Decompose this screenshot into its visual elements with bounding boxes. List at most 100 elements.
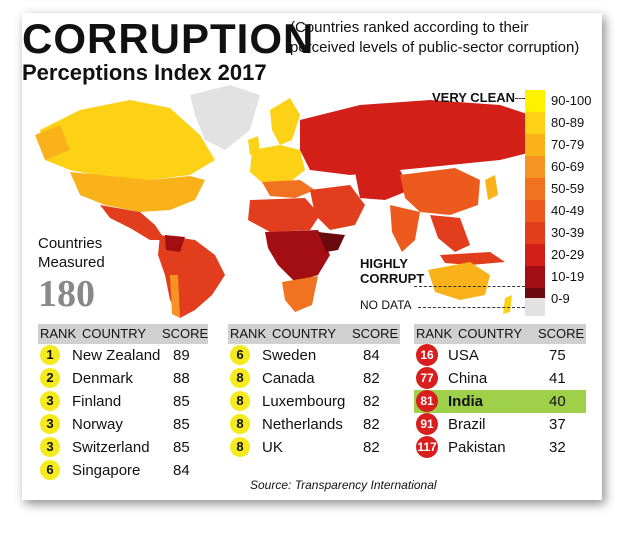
header-score: SCORE bbox=[162, 326, 209, 341]
map-japan bbox=[485, 175, 498, 200]
ranking-table: RANK COUNTRY SCORE 1 New Zealand 89 2 Denmark 88… bbox=[38, 324, 208, 482]
country-name: Netherlands bbox=[262, 416, 343, 433]
country-score: 85 bbox=[173, 393, 190, 410]
map-middle-east bbox=[310, 185, 365, 230]
map-indonesia bbox=[440, 252, 505, 265]
countries-measured-count: 180 bbox=[38, 273, 95, 315]
map-chile bbox=[170, 275, 180, 318]
legend-label: 60-69 bbox=[551, 159, 585, 174]
legend-swatch bbox=[525, 266, 545, 288]
legend-swatch bbox=[525, 134, 545, 156]
country-score: 89 bbox=[173, 347, 190, 364]
country-score: 88 bbox=[173, 370, 190, 387]
ranking-table: RANK COUNTRY SCORE 16 USA 75 77 China 41 81 India 4… bbox=[414, 324, 586, 459]
very-clean-label: VERY CLEAN bbox=[432, 90, 516, 105]
country-score: 84 bbox=[363, 347, 380, 364]
table-row: 2 Denmark 88 bbox=[38, 367, 208, 390]
page-title: CORRUPTION bbox=[22, 15, 315, 62]
legend-label: 50-59 bbox=[551, 181, 585, 196]
country-score: 37 bbox=[549, 416, 566, 433]
map-se-asia bbox=[430, 215, 470, 252]
map-india bbox=[390, 205, 420, 252]
map-alaska bbox=[35, 125, 70, 160]
country-name: Pakistan bbox=[448, 439, 506, 456]
map-greenland bbox=[190, 85, 260, 150]
map-central-africa bbox=[265, 230, 330, 282]
country-name: Brazil bbox=[448, 416, 486, 433]
map-new-zealand bbox=[503, 295, 512, 314]
country-score: 85 bbox=[173, 439, 190, 456]
map-north-africa bbox=[248, 198, 320, 232]
country-name: Canada bbox=[262, 370, 315, 387]
rank-badge: 8 bbox=[230, 414, 250, 434]
rank-badge: 117 bbox=[416, 436, 438, 458]
country-score: 41 bbox=[549, 370, 566, 387]
country-name: India bbox=[448, 393, 484, 410]
table-header: RANK COUNTRY SCORE bbox=[414, 324, 586, 344]
country-name: Switzerland bbox=[72, 439, 150, 456]
header-score: SCORE bbox=[538, 326, 585, 341]
legend-label: 40-49 bbox=[551, 203, 585, 218]
country-name: Finland bbox=[72, 393, 122, 410]
header-rank: RANK bbox=[230, 326, 267, 341]
no-data-swatch bbox=[525, 298, 545, 316]
rank-badge: 6 bbox=[40, 460, 60, 480]
country-name: Denmark bbox=[72, 370, 133, 387]
no-data-label: NO DATA bbox=[360, 298, 412, 312]
legend-label: 90-100 bbox=[551, 93, 592, 108]
legend-label: 0-9 bbox=[551, 291, 570, 306]
country-name: Sweden bbox=[262, 347, 317, 364]
legend-swatch bbox=[525, 178, 545, 200]
country-score: 82 bbox=[363, 439, 380, 456]
rank-badge: 91 bbox=[416, 413, 438, 435]
map-australia bbox=[428, 262, 490, 300]
country-name: USA bbox=[448, 347, 479, 364]
country-score: 85 bbox=[173, 416, 190, 433]
very-clean-leader bbox=[515, 98, 525, 99]
country-name: Norway bbox=[72, 416, 123, 433]
table-row: 3 Norway 85 bbox=[38, 413, 208, 436]
country-name: Singapore bbox=[72, 462, 141, 479]
table-row: 8 Netherlands 82 bbox=[228, 413, 400, 436]
rank-badge: 6 bbox=[230, 345, 250, 365]
table-row: 3 Finland 85 bbox=[38, 390, 208, 413]
legend-swatch bbox=[525, 156, 545, 178]
map-mexico bbox=[100, 205, 165, 240]
highly-corrupt-leader bbox=[414, 286, 525, 287]
map-usa bbox=[70, 172, 205, 212]
header-country: COUNTRY bbox=[458, 326, 523, 341]
rank-badge: 8 bbox=[230, 437, 250, 457]
legend-label: 70-79 bbox=[551, 137, 585, 152]
table-row: 8 Luxembourg 82 bbox=[228, 390, 400, 413]
legend-label: 10-19 bbox=[551, 269, 585, 284]
table-row: 117 Pakistan 32 bbox=[414, 436, 586, 459]
legend-swatch bbox=[525, 222, 545, 244]
rank-badge: 77 bbox=[416, 367, 438, 389]
legend-swatch bbox=[525, 112, 545, 134]
country-name: New Zealand bbox=[72, 347, 161, 364]
map-china bbox=[400, 168, 480, 215]
table-row: 8 UK 82 bbox=[228, 436, 400, 459]
table-row: 1 New Zealand 89 bbox=[38, 344, 208, 367]
table-row: 3 Switzerland 85 bbox=[38, 436, 208, 459]
highly-corrupt-label: HIGHLY CORRUPT bbox=[360, 256, 425, 286]
country-score: 82 bbox=[363, 416, 380, 433]
country-name: China bbox=[448, 370, 488, 387]
no-data-leader bbox=[418, 307, 525, 308]
country-score: 75 bbox=[549, 347, 566, 364]
map-canada bbox=[40, 100, 215, 180]
header-score: SCORE bbox=[352, 326, 399, 341]
country-score: 82 bbox=[363, 370, 380, 387]
rank-badge: 1 bbox=[40, 345, 60, 365]
map-scandinavia bbox=[270, 98, 300, 145]
rank-badge: 2 bbox=[40, 368, 60, 388]
country-score: 32 bbox=[549, 439, 566, 456]
ranking-table: RANK COUNTRY SCORE 6 Sweden 84 8 Canada 82 8 Luxem… bbox=[228, 324, 400, 459]
source-credit: Source: Transparency International bbox=[250, 478, 437, 492]
country-score: 84 bbox=[173, 462, 190, 479]
table-row: 8 Canada 82 bbox=[228, 367, 400, 390]
table-row: 6 Sweden 84 bbox=[228, 344, 400, 367]
rank-badge: 3 bbox=[40, 391, 60, 411]
country-score: 40 bbox=[549, 393, 566, 410]
map-horn-africa bbox=[318, 232, 345, 252]
